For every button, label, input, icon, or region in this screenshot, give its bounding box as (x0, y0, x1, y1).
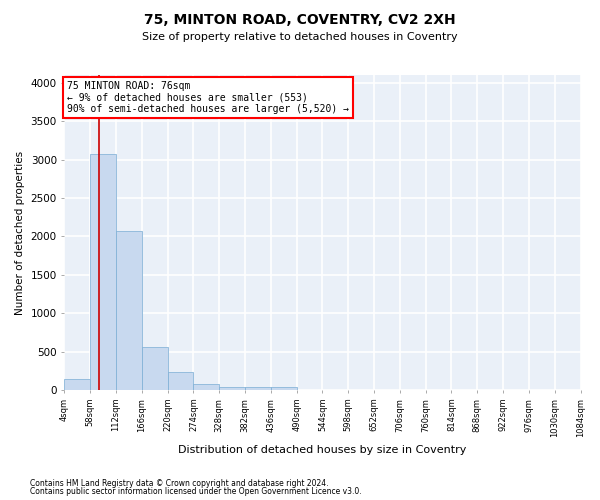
Text: 75, MINTON ROAD, COVENTRY, CV2 2XH: 75, MINTON ROAD, COVENTRY, CV2 2XH (144, 12, 456, 26)
X-axis label: Distribution of detached houses by size in Coventry: Distribution of detached houses by size … (178, 445, 467, 455)
Bar (219, 386, 245, 390)
Bar (116, 231, 142, 390)
Bar (193, 384, 219, 390)
Bar (90, 154, 116, 390)
Text: Size of property relative to detached houses in Coventry: Size of property relative to detached ho… (142, 32, 458, 42)
Y-axis label: Number of detached properties: Number of detached properties (15, 150, 25, 314)
Text: Contains public sector information licensed under the Open Government Licence v3: Contains public sector information licen… (30, 487, 362, 496)
Bar (271, 388, 296, 390)
Text: Contains HM Land Registry data © Crown copyright and database right 2024.: Contains HM Land Registry data © Crown c… (30, 478, 329, 488)
Bar (245, 387, 271, 390)
Bar (167, 372, 193, 390)
Bar (64, 378, 90, 390)
Bar (142, 347, 167, 390)
Text: 75 MINTON ROAD: 76sqm
← 9% of detached houses are smaller (553)
90% of semi-deta: 75 MINTON ROAD: 76sqm ← 9% of detached h… (67, 81, 349, 114)
